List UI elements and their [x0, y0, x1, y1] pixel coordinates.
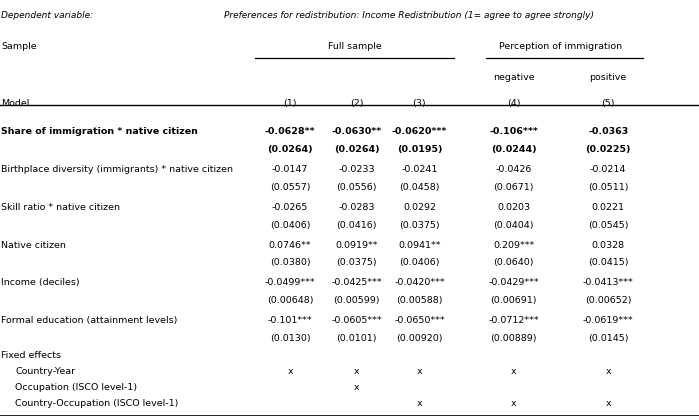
Text: -0.0363: -0.0363 — [588, 127, 628, 136]
Text: x: x — [511, 367, 517, 375]
Text: (0.0545): (0.0545) — [588, 220, 628, 229]
Text: (5): (5) — [601, 99, 615, 108]
Text: (0.0511): (0.0511) — [588, 183, 628, 192]
Text: (0.0380): (0.0380) — [270, 258, 310, 267]
Text: 0.0203: 0.0203 — [497, 203, 531, 212]
Text: -0.0425***: -0.0425*** — [331, 278, 382, 287]
Text: 0.0919**: 0.0919** — [336, 241, 377, 249]
Text: (0.00889): (0.00889) — [491, 334, 537, 343]
Text: x: x — [287, 367, 293, 375]
Text: 0.0221: 0.0221 — [591, 203, 625, 212]
Text: x: x — [354, 367, 359, 375]
Text: -0.106***: -0.106*** — [489, 127, 538, 136]
Text: x: x — [605, 399, 611, 407]
Text: (0.0145): (0.0145) — [588, 334, 628, 343]
Text: (0.00599): (0.00599) — [333, 296, 380, 305]
Text: (0.00588): (0.00588) — [396, 296, 442, 305]
Text: -0.0413***: -0.0413*** — [583, 278, 633, 287]
Text: Dependent variable:: Dependent variable: — [1, 10, 94, 19]
Text: (0.0264): (0.0264) — [267, 145, 313, 154]
Text: -0.0628**: -0.0628** — [265, 127, 315, 136]
Text: -0.0241: -0.0241 — [401, 165, 438, 174]
Text: -0.0712***: -0.0712*** — [489, 316, 539, 325]
Text: (4): (4) — [507, 99, 521, 108]
Text: (3): (3) — [412, 99, 426, 108]
Text: (0.0404): (0.0404) — [493, 220, 534, 229]
Text: -0.0650***: -0.0650*** — [394, 316, 445, 325]
Text: 0.209***: 0.209*** — [493, 241, 535, 249]
Text: (0.0415): (0.0415) — [588, 258, 628, 267]
Text: 0.0746**: 0.0746** — [269, 241, 311, 249]
Text: negative: negative — [493, 74, 535, 82]
Text: (0.0375): (0.0375) — [336, 258, 377, 267]
Text: 0.0328: 0.0328 — [591, 241, 625, 249]
Text: Birthplace diversity (immigrants) * native citizen: Birthplace diversity (immigrants) * nati… — [1, 165, 233, 174]
Text: (0.0264): (0.0264) — [333, 145, 380, 154]
Text: Native citizen: Native citizen — [1, 241, 66, 249]
Text: (0.0101): (0.0101) — [336, 334, 377, 343]
Text: (0.0458): (0.0458) — [399, 183, 440, 192]
Text: (0.0225): (0.0225) — [585, 145, 631, 154]
Text: -0.0147: -0.0147 — [272, 165, 308, 174]
Text: (0.0375): (0.0375) — [399, 220, 440, 229]
Text: x: x — [417, 399, 422, 407]
Text: (0.0557): (0.0557) — [270, 183, 310, 192]
Text: (0.0671): (0.0671) — [493, 183, 534, 192]
Text: Country-Year: Country-Year — [15, 367, 75, 375]
Text: 0.0941**: 0.0941** — [398, 241, 440, 249]
Text: -0.0620***: -0.0620*** — [391, 127, 447, 136]
Text: Share of immigration * native citizen: Share of immigration * native citizen — [1, 127, 199, 136]
Text: (0.0406): (0.0406) — [270, 220, 310, 229]
Text: -0.0630**: -0.0630** — [331, 127, 382, 136]
Text: -0.0426: -0.0426 — [496, 165, 532, 174]
Text: x: x — [417, 367, 422, 375]
Text: (0.0195): (0.0195) — [396, 145, 442, 154]
Text: 0.0292: 0.0292 — [403, 203, 436, 212]
Text: Occupation (ISCO level-1): Occupation (ISCO level-1) — [15, 383, 138, 391]
Text: (1): (1) — [283, 99, 297, 108]
Text: Preferences for redistribution: Income Redistribution (1= agree to agree strongl: Preferences for redistribution: Income R… — [224, 10, 593, 19]
Text: (0.00648): (0.00648) — [267, 296, 313, 305]
Text: Model: Model — [1, 99, 30, 108]
Text: Fixed effects: Fixed effects — [1, 351, 62, 360]
Text: -0.0605***: -0.0605*** — [331, 316, 382, 325]
Text: Full sample: Full sample — [328, 42, 382, 51]
Text: -0.0499***: -0.0499*** — [265, 278, 315, 287]
Text: Country-Occupation (ISCO level-1): Country-Occupation (ISCO level-1) — [15, 399, 179, 407]
Text: -0.0429***: -0.0429*** — [489, 278, 539, 287]
Text: (0.0130): (0.0130) — [270, 334, 310, 343]
Text: (0.0640): (0.0640) — [493, 258, 534, 267]
Text: x: x — [354, 383, 359, 391]
Text: x: x — [605, 367, 611, 375]
Text: -0.0265: -0.0265 — [272, 203, 308, 212]
Text: -0.0420***: -0.0420*** — [394, 278, 445, 287]
Text: -0.101***: -0.101*** — [268, 316, 312, 325]
Text: (2): (2) — [350, 99, 363, 108]
Text: (0.00920): (0.00920) — [396, 334, 442, 343]
Text: (0.0556): (0.0556) — [336, 183, 377, 192]
Text: Perception of immigration: Perception of immigration — [499, 42, 623, 51]
Text: positive: positive — [589, 74, 627, 82]
Text: -0.0233: -0.0233 — [338, 165, 375, 174]
Text: Sample: Sample — [1, 42, 37, 51]
Text: -0.0283: -0.0283 — [338, 203, 375, 212]
Text: -0.0619***: -0.0619*** — [583, 316, 633, 325]
Text: (0.0244): (0.0244) — [491, 145, 537, 154]
Text: (0.0406): (0.0406) — [399, 258, 440, 267]
Text: (0.00652): (0.00652) — [585, 296, 631, 305]
Text: Formal education (attainment levels): Formal education (attainment levels) — [1, 316, 178, 325]
Text: (0.0416): (0.0416) — [336, 220, 377, 229]
Text: -0.0214: -0.0214 — [590, 165, 626, 174]
Text: Income (deciles): Income (deciles) — [1, 278, 80, 287]
Text: Skill ratio * native citizen: Skill ratio * native citizen — [1, 203, 120, 212]
Text: x: x — [511, 399, 517, 407]
Text: (0.00691): (0.00691) — [491, 296, 537, 305]
